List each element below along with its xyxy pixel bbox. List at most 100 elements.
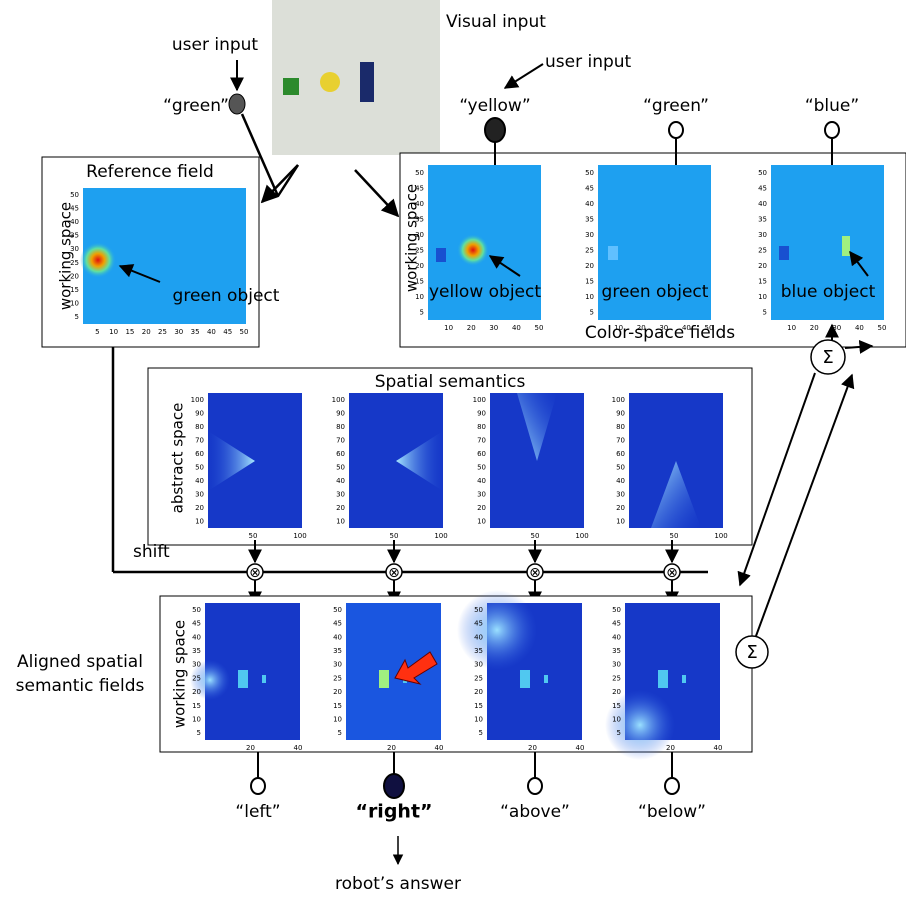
x-tick-label: 20 <box>142 328 151 336</box>
x-tick-label: 20 <box>810 324 819 332</box>
connector <box>505 64 543 88</box>
y-tick-label: 10 <box>70 300 79 308</box>
y-tick-label: 40 <box>333 633 342 641</box>
answer-node <box>251 778 265 794</box>
x-tick-label: 40 <box>512 324 521 332</box>
y-tick-label: 70 <box>477 436 486 444</box>
y-tick-label: 25 <box>70 259 79 267</box>
y-tick-label: 25 <box>192 674 201 682</box>
blob <box>682 675 686 683</box>
y-tick-label: 45 <box>70 204 79 212</box>
answer-node <box>384 774 404 798</box>
label: abstract space <box>169 403 187 514</box>
y-tick-label: 10 <box>616 517 625 525</box>
y-tick-label: 30 <box>612 661 621 669</box>
y-tick-label: 100 <box>191 396 204 404</box>
y-tick-label: 100 <box>473 396 486 404</box>
cue-node <box>485 118 505 142</box>
blob <box>80 242 116 278</box>
y-tick-label: 40 <box>585 200 594 208</box>
y-tick-label: 70 <box>195 436 204 444</box>
x-tick-label: 20 <box>467 324 476 332</box>
x-tick-label: 10 <box>444 324 453 332</box>
y-tick-label: 15 <box>758 277 767 285</box>
y-tick-label: 45 <box>612 620 621 628</box>
x-tick-label: 10 <box>787 324 796 332</box>
answer-node <box>665 778 679 794</box>
label: “blue” <box>805 96 859 116</box>
y-tick-label: 10 <box>336 517 345 525</box>
cue-node <box>825 122 839 138</box>
x-tick-label: 50 <box>240 328 249 336</box>
y-tick-label: 50 <box>70 191 79 199</box>
x-tick-label: 40 <box>435 744 444 752</box>
y-tick-label: 10 <box>585 293 594 301</box>
label: Color-space fields <box>585 323 735 343</box>
y-tick-label: 15 <box>192 702 201 710</box>
y-tick-label: 25 <box>612 674 621 682</box>
label: Aligned spatial <box>17 652 143 672</box>
y-tick-label: 30 <box>616 490 625 498</box>
blob <box>779 246 789 260</box>
label: user input <box>172 35 259 55</box>
y-tick-label: 50 <box>333 606 342 614</box>
y-tick-label: 30 <box>195 490 204 498</box>
y-tick-label: 30 <box>474 661 483 669</box>
y-tick-label: 15 <box>612 702 621 710</box>
y-tick-label: 80 <box>477 423 486 431</box>
x-tick-label: 20 <box>387 744 396 752</box>
y-tick-label: 5 <box>617 729 621 737</box>
y-tick-label: 15 <box>474 702 483 710</box>
y-tick-label: 10 <box>474 715 483 723</box>
y-tick-label: 40 <box>616 477 625 485</box>
y-tick-label: 45 <box>192 620 201 628</box>
blob <box>320 72 340 92</box>
blob <box>436 248 446 262</box>
y-tick-label: 45 <box>585 184 594 192</box>
label: ⊗ <box>388 565 400 581</box>
label: user input <box>545 52 632 72</box>
label: “right” <box>355 801 432 823</box>
label: robot’s answer <box>335 874 461 894</box>
cue-node <box>229 94 245 114</box>
y-tick-label: 60 <box>195 450 204 458</box>
label: Visual input <box>446 12 546 32</box>
y-tick-label: 90 <box>195 409 204 417</box>
y-tick-label: 40 <box>195 477 204 485</box>
y-tick-label: 30 <box>758 231 767 239</box>
label: “below” <box>638 802 706 822</box>
connector <box>278 165 298 196</box>
y-tick-label: 80 <box>336 423 345 431</box>
y-tick-label: 30 <box>336 490 345 498</box>
x-tick-label: 40 <box>207 328 216 336</box>
blob <box>658 670 668 688</box>
label: “yellow” <box>459 96 530 116</box>
y-tick-label: 15 <box>333 702 342 710</box>
y-tick-label: 35 <box>758 215 767 223</box>
y-tick-label: 90 <box>336 409 345 417</box>
y-tick-label: 50 <box>474 606 483 614</box>
x-tick-label: 40 <box>855 324 864 332</box>
y-tick-label: 50 <box>195 463 204 471</box>
y-tick-label: 30 <box>477 490 486 498</box>
y-tick-label: 90 <box>616 409 625 417</box>
y-tick-label: 10 <box>333 715 342 723</box>
y-tick-label: 40 <box>477 477 486 485</box>
y-tick-label: 40 <box>70 218 79 226</box>
y-tick-label: 100 <box>612 396 625 404</box>
y-tick-label: 80 <box>616 423 625 431</box>
y-tick-label: 30 <box>70 245 79 253</box>
y-tick-label: 35 <box>70 232 79 240</box>
x-tick-label: 30 <box>174 328 183 336</box>
label: ⊗ <box>666 565 678 581</box>
y-tick-label: 25 <box>758 246 767 254</box>
label: Σ <box>822 347 833 368</box>
y-tick-label: 25 <box>585 246 594 254</box>
y-tick-label: 50 <box>477 463 486 471</box>
x-tick-label: 50 <box>670 532 679 540</box>
y-tick-label: 25 <box>333 674 342 682</box>
y-tick-label: 10 <box>612 715 621 723</box>
x-tick-label: 50 <box>249 532 258 540</box>
y-tick-label: 5 <box>75 313 79 321</box>
blob <box>605 690 675 760</box>
